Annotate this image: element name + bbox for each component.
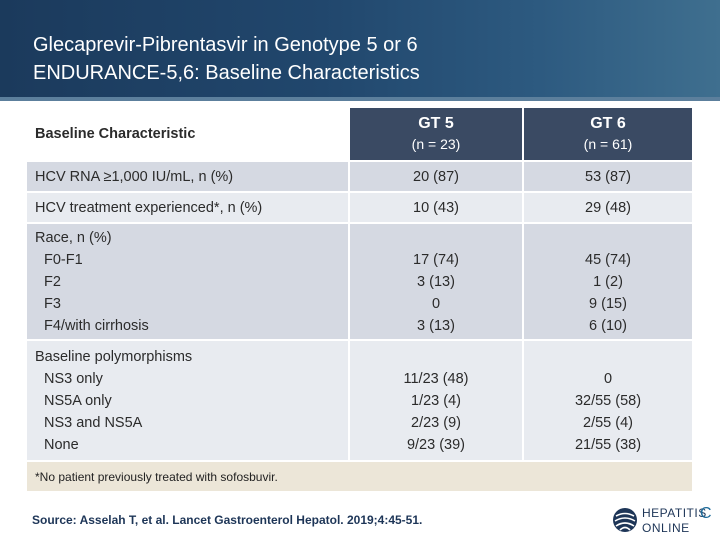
- gt5-value: 20 (87): [348, 160, 524, 193]
- polymorphism-labels: Baseline polymorphisms NS3 only NS5A onl…: [25, 339, 350, 462]
- logo-text-online: ONLINE: [642, 521, 690, 535]
- gt5-title: GT 5: [418, 115, 454, 132]
- globe-logo-icon: [613, 508, 637, 532]
- polymorphism-item-label: NS3 only: [44, 370, 103, 387]
- race-item-label: F2: [44, 273, 61, 290]
- baseline-characteristics-table: Baseline Characteristic GT 5 (n = 23) GT…: [25, 106, 694, 493]
- gt5-value: 0: [431, 295, 441, 312]
- gt6-value: 1 (2): [593, 273, 623, 290]
- table-row-race: Race, n (%) F0-F1 F2 F3 F4/with cirrhosi…: [25, 222, 694, 341]
- logo-text-hepatitis: HEPATITIS: [642, 506, 707, 520]
- gt5-n: (n = 23): [411, 136, 461, 152]
- gt6-value: 6 (10): [589, 317, 627, 334]
- gt6-value: 2/55 (4): [583, 414, 633, 431]
- logo-letter-c: C: [700, 505, 712, 522]
- source-citation: Source: Asselah T, et al. Lancet Gastroe…: [32, 513, 423, 527]
- race-gt5-values: 17 (74) 3 (13) 0 3 (13): [348, 222, 524, 341]
- gt6-value: 21/55 (38): [574, 436, 642, 453]
- gt6-value: 32/55 (58): [574, 392, 642, 409]
- gt6-value: 53 (87): [522, 160, 694, 193]
- header-gt5: GT 5 (n = 23): [348, 106, 524, 162]
- header-characteristic: Baseline Characteristic: [25, 106, 350, 162]
- polymorphism-gt5-values: 11/23 (48) 1/23 (4) 2/23 (9) 9/23 (39): [348, 339, 524, 462]
- gt5-value: 9/23 (39): [406, 436, 466, 453]
- header-divider: [0, 97, 720, 101]
- table-row: HCV RNA ≥1,000 IU/mL, n (%) 20 (87) 53 (…: [25, 160, 694, 193]
- polymorphism-item-label: NS5A only: [44, 392, 112, 409]
- gt6-n: (n = 61): [583, 136, 633, 152]
- gt5-value: 11/23 (48): [403, 370, 469, 387]
- gt6-title: GT 6: [590, 115, 626, 132]
- gt6-value: 29 (48): [522, 191, 694, 224]
- header-gt6: GT 6 (n = 61): [522, 106, 694, 162]
- table-row: HCV treatment experienced*, n (%) 10 (43…: [25, 191, 694, 224]
- gt6-value: 0: [603, 370, 613, 387]
- row-label: HCV treatment experienced*, n (%): [25, 191, 350, 224]
- table-header-row: Baseline Characteristic GT 5 (n = 23) GT…: [25, 106, 694, 162]
- footnote: *No patient previously treated with sofo…: [25, 460, 694, 493]
- race-gt6-values: 45 (74) 1 (2) 9 (15) 6 (10): [522, 222, 694, 341]
- slide-title-line-2: ENDURANCE-5,6: Baseline Characteristics: [33, 62, 420, 84]
- race-item-label: F3: [44, 295, 61, 312]
- gt5-value: 10 (43): [348, 191, 524, 224]
- race-item-label: F0-F1: [44, 251, 83, 268]
- gt5-value: 2/23 (9): [411, 414, 461, 431]
- table-row-polymorphisms: Baseline polymorphisms NS3 only NS5A onl…: [25, 339, 694, 462]
- slide-title-line-1: Glecaprevir-Pibrentasvir in Genotype 5 o…: [33, 34, 418, 56]
- gt5-value: 1/23 (4): [411, 392, 461, 409]
- hepatitis-c-online-logo: HEPATITIS ONLINE C: [612, 505, 716, 537]
- polymorphism-heading: Baseline polymorphisms: [35, 348, 193, 365]
- race-heading: Race, n (%): [35, 229, 112, 246]
- gt5-value: 17 (74): [413, 251, 459, 268]
- polymorphism-item-label: NS3 and NS5A: [44, 414, 143, 431]
- gt6-value: 9 (15): [589, 295, 627, 312]
- table-footnote-row: *No patient previously treated with sofo…: [25, 460, 694, 493]
- gt5-value: 3 (13): [417, 273, 455, 290]
- row-label: HCV RNA ≥1,000 IU/mL, n (%): [25, 160, 350, 193]
- polymorphism-item-label: None: [44, 436, 79, 453]
- gt5-value: 3 (13): [417, 317, 455, 334]
- race-labels: Race, n (%) F0-F1 F2 F3 F4/with cirrhosi…: [25, 222, 350, 341]
- polymorphism-gt6-values: 0 32/55 (58) 2/55 (4) 21/55 (38): [522, 339, 694, 462]
- race-item-label: F4/with cirrhosis: [44, 317, 149, 334]
- gt6-value: 45 (74): [585, 251, 631, 268]
- slide-header: Glecaprevir-Pibrentasvir in Genotype 5 o…: [0, 0, 720, 100]
